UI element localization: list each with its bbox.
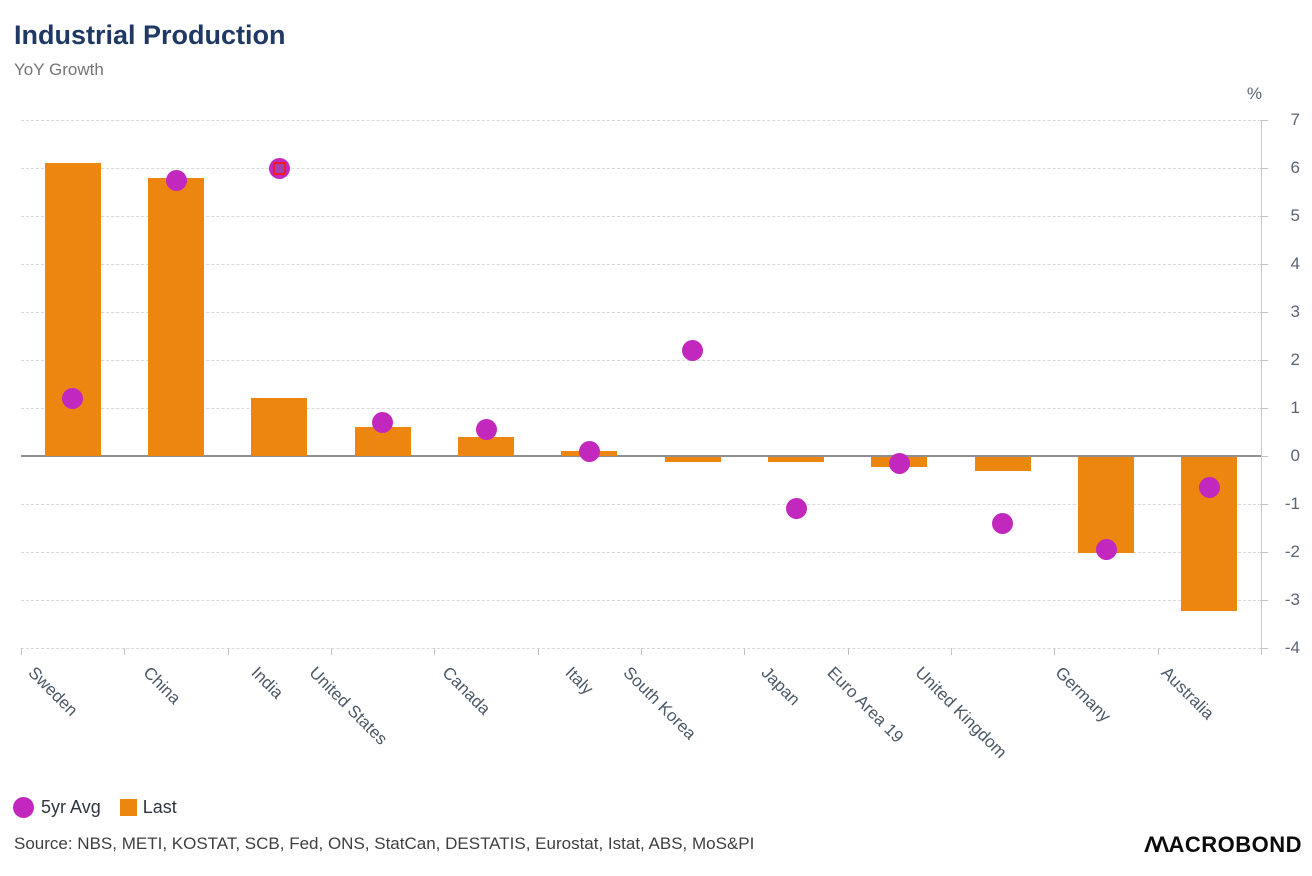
y-axis-tick bbox=[1261, 504, 1268, 505]
x-category-label: South Korea bbox=[620, 663, 701, 744]
x-category-label: Italy bbox=[561, 663, 598, 699]
bar-united-kingdom[interactable] bbox=[974, 457, 1031, 472]
dot-china[interactable] bbox=[165, 169, 187, 191]
gridline bbox=[21, 168, 1261, 169]
gridline bbox=[21, 408, 1261, 409]
x-category-label: United States bbox=[305, 663, 391, 749]
dot-sweden[interactable] bbox=[62, 387, 84, 409]
y-tick-label: -2 bbox=[1284, 542, 1300, 561]
chart-title: Industrial Production bbox=[14, 20, 286, 50]
x-axis-tick bbox=[1054, 648, 1056, 655]
gridline bbox=[21, 504, 1261, 505]
legend-item-last: Last bbox=[119, 797, 177, 818]
dot-india[interactable] bbox=[268, 157, 290, 179]
bar-south-korea[interactable] bbox=[664, 457, 721, 462]
x-axis-tick bbox=[434, 648, 436, 655]
y-tick-label: 4 bbox=[1290, 254, 1300, 273]
y-tick-label: 0 bbox=[1290, 446, 1300, 465]
bar-china[interactable] bbox=[148, 177, 204, 456]
y-axis-tick bbox=[1261, 216, 1268, 217]
gridline bbox=[21, 600, 1261, 601]
source-text: Source: NBS, METI, KOSTAT, SCB, Fed, ONS… bbox=[14, 834, 755, 853]
x-axis-tick bbox=[537, 648, 539, 655]
y-tick-label: 5 bbox=[1290, 206, 1300, 225]
x-axis-tick bbox=[124, 648, 126, 655]
gridline bbox=[21, 552, 1261, 553]
x-category-label: India bbox=[247, 663, 288, 703]
gridline bbox=[21, 312, 1261, 313]
bar-india[interactable] bbox=[251, 398, 308, 456]
dot-united-states[interactable] bbox=[372, 411, 394, 433]
gridline bbox=[21, 120, 1261, 121]
dot-japan[interactable] bbox=[785, 498, 807, 520]
y-tick-label: -4 bbox=[1284, 638, 1300, 657]
legend-square-marker bbox=[119, 799, 137, 816]
x-axis-tick bbox=[951, 648, 952, 655]
y-axis-tick bbox=[1261, 312, 1268, 313]
y-axis-tick bbox=[1261, 600, 1268, 601]
x-axis-tick bbox=[744, 648, 746, 655]
y-axis-unit-label: % bbox=[1246, 84, 1262, 103]
y-tick-label: -1 bbox=[1284, 494, 1300, 513]
dot-australia[interactable] bbox=[1198, 476, 1220, 498]
x-category-label: Japan bbox=[758, 663, 805, 710]
dot-canada[interactable] bbox=[475, 419, 497, 441]
legend-item-5yr-avg: 5yr Avg bbox=[13, 797, 101, 818]
dot-united-kingdom[interactable] bbox=[992, 512, 1014, 534]
x-axis-tick bbox=[847, 648, 849, 655]
bar-sweden[interactable] bbox=[44, 163, 101, 456]
legend-circle-marker bbox=[13, 797, 34, 818]
y-axis-tick bbox=[1261, 456, 1268, 457]
y-tick-label: -3 bbox=[1284, 590, 1300, 609]
x-axis-tick bbox=[227, 648, 229, 655]
y-axis-tick bbox=[1261, 360, 1268, 361]
bar-germany[interactable] bbox=[1078, 457, 1134, 553]
y-tick-label: 2 bbox=[1290, 350, 1300, 369]
dot-euro-area-19[interactable] bbox=[888, 452, 910, 474]
y-tick-label: 1 bbox=[1290, 398, 1300, 417]
logo-m-glyph: ΛΛ bbox=[1144, 832, 1169, 857]
x-axis-tick bbox=[1157, 648, 1159, 655]
gridline bbox=[21, 264, 1261, 265]
y-tick-label: 3 bbox=[1290, 302, 1300, 321]
zero-gridline bbox=[21, 455, 1261, 457]
y-axis-tick bbox=[1261, 552, 1268, 553]
x-category-label: Euro Area 19 bbox=[823, 663, 908, 747]
bar-canada[interactable] bbox=[458, 436, 514, 456]
legend: 5yr Avg Last bbox=[13, 797, 177, 818]
y-axis-tick bbox=[1261, 264, 1268, 265]
chart-subtitle: YoY Growth bbox=[14, 60, 104, 79]
x-category-label: Australia bbox=[1157, 663, 1218, 724]
x-axis-tick bbox=[641, 648, 642, 655]
y-axis-tick bbox=[1261, 168, 1268, 169]
x-category-label: Germany bbox=[1051, 663, 1114, 726]
x-category-label: Sweden bbox=[24, 663, 81, 720]
dot-germany[interactable] bbox=[1095, 539, 1117, 561]
macrobond-logo: ΛΛ ACROBOND bbox=[1144, 832, 1302, 858]
y-axis-line bbox=[1261, 120, 1262, 655]
y-tick-label: 7 bbox=[1290, 110, 1300, 129]
bar-japan[interactable] bbox=[768, 457, 824, 462]
dot-south-korea[interactable] bbox=[682, 339, 704, 361]
selected-point-indicator bbox=[272, 161, 286, 175]
legend-label: Last bbox=[142, 797, 177, 817]
x-axis-tick bbox=[21, 648, 22, 655]
logo-rest: ACROBOND bbox=[1168, 832, 1302, 857]
x-category-label: United Kingdom bbox=[911, 663, 1011, 762]
x-category-label: Canada bbox=[438, 663, 494, 719]
dot-italy[interactable] bbox=[578, 440, 600, 462]
legend-label: 5yr Avg bbox=[41, 797, 101, 817]
y-axis-tick bbox=[1261, 408, 1268, 409]
x-axis-tick bbox=[331, 648, 332, 655]
gridline bbox=[21, 360, 1261, 361]
y-axis-tick bbox=[1261, 648, 1268, 649]
gridline bbox=[21, 216, 1261, 217]
y-tick-label: 6 bbox=[1290, 158, 1300, 177]
x-category-label: China bbox=[139, 663, 185, 708]
x-axis-tick bbox=[1261, 648, 1262, 655]
y-axis-tick bbox=[1261, 120, 1268, 121]
